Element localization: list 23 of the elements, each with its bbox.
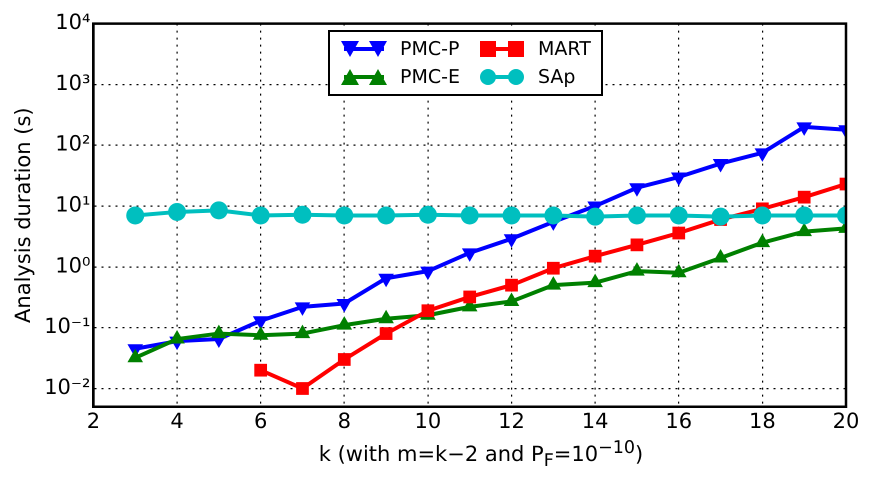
y-tick-label: 10⁻¹ bbox=[44, 314, 90, 338]
x-tick-label: 18 bbox=[749, 408, 776, 433]
x-tick-label: 10 bbox=[414, 408, 442, 433]
y-tick-label: 10⁰ bbox=[55, 253, 90, 278]
x-tick-label: 20 bbox=[832, 408, 860, 433]
legend-label: SAp bbox=[538, 66, 576, 88]
x-tick-label: 16 bbox=[665, 408, 692, 433]
x-tick-label: 8 bbox=[338, 408, 351, 433]
x-tick-label: 6 bbox=[254, 408, 268, 433]
x-tick-label: 2 bbox=[86, 408, 100, 433]
y-tick-label: 10⁻² bbox=[44, 374, 90, 399]
legend-label: MART bbox=[538, 38, 591, 60]
x-tick-label: 14 bbox=[582, 408, 609, 433]
x-axis-title: k (with m=k−2 and P$_{F}$=10$^{−10}$) bbox=[318, 438, 644, 472]
y-tick-label: 10³ bbox=[55, 70, 90, 95]
y-axis-title: Analysis duration (s) bbox=[11, 107, 36, 323]
y-tick-label: 10¹ bbox=[55, 192, 90, 216]
y-tick-label: 10² bbox=[55, 132, 90, 156]
x-tick-label: 4 bbox=[170, 408, 184, 433]
legend-label: PMC-P bbox=[400, 38, 460, 60]
y-tick-label: 10⁴ bbox=[55, 10, 90, 34]
legend-label: PMC-E bbox=[400, 66, 460, 88]
x-tick-label: 12 bbox=[498, 408, 525, 433]
